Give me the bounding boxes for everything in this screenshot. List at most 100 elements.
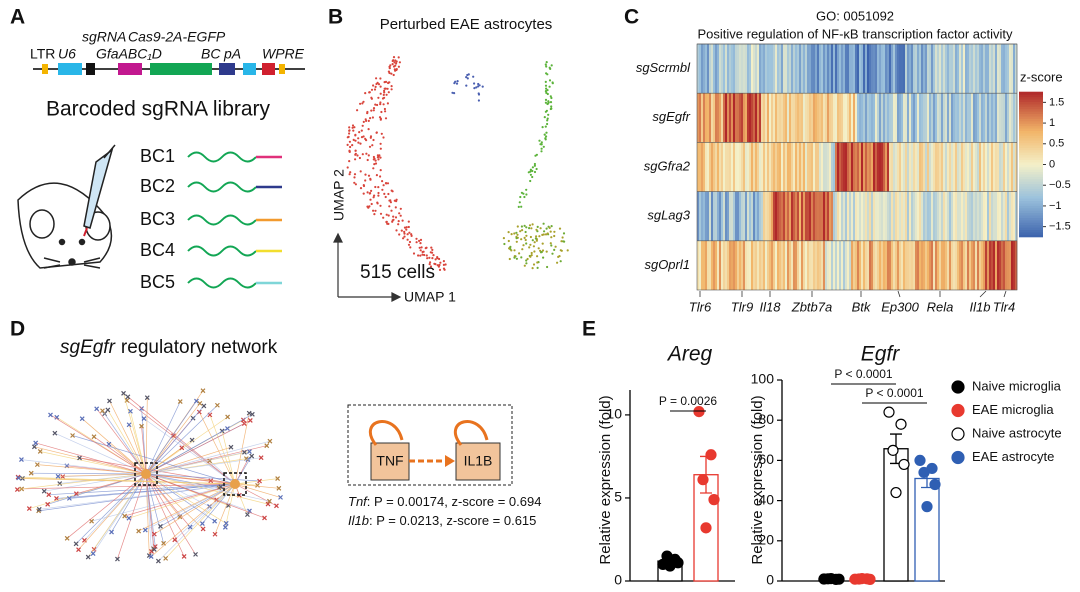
heatmap-cell (989, 44, 992, 94)
heatmap-cell (839, 93, 842, 143)
heatmap-cell (983, 44, 986, 94)
colorbar-step (1019, 94, 1043, 98)
cell-dot (384, 117, 388, 120)
gene-label: Tlr9 (731, 299, 753, 314)
heatmap-cell (955, 191, 958, 241)
heatmap-cell (849, 142, 852, 192)
network-node (16, 475, 22, 481)
cell-dot (529, 235, 533, 239)
cell-dot (354, 183, 357, 186)
heatmap-cell (761, 142, 764, 192)
heatmap-cell (763, 142, 766, 192)
cell-dot (438, 257, 441, 261)
cell-dot (352, 138, 355, 141)
network-edge (145, 473, 152, 552)
heatmap-cell (837, 142, 840, 192)
heatmap-cell (1007, 44, 1010, 94)
heatmap-cell (797, 240, 800, 290)
heatmap-cell (835, 191, 838, 241)
network-edge (145, 473, 265, 519)
cell-dot (365, 139, 368, 142)
heatmap-cell (739, 240, 742, 290)
heatmap-cell (709, 191, 712, 241)
cell-dot (542, 256, 545, 259)
colorbar-step (1019, 176, 1043, 180)
colorbar-step (1019, 123, 1043, 127)
heatmap-cell (869, 44, 872, 94)
cell-dot (383, 107, 386, 111)
heatmap-cell (851, 191, 854, 241)
heatmap-cell (735, 44, 738, 94)
cell-dot (535, 235, 538, 238)
cell-dot (348, 150, 351, 153)
gene-label: Zbtb7a (791, 299, 832, 314)
colorbar-step (1019, 234, 1043, 238)
heatmap-cell (803, 240, 806, 290)
colorbar-step (1019, 205, 1043, 209)
heatmap-cell (853, 191, 856, 241)
colorbar-step (1019, 161, 1043, 165)
heatmap-cell (975, 44, 978, 94)
cell-dot (380, 110, 383, 114)
network-node (85, 554, 91, 560)
cell-dot (379, 77, 382, 80)
node-label: IL1B (464, 453, 493, 469)
heatmap-cell (771, 44, 774, 94)
heatmap-cell (725, 44, 728, 94)
heatmap-cell (987, 240, 990, 290)
cell-dot (477, 85, 480, 88)
heatmap-cell (889, 44, 892, 94)
heatmap-cell (917, 191, 920, 241)
heatmap-cell (981, 44, 984, 94)
heatmap-cell (741, 93, 744, 143)
axis-label: UMAP 2 (331, 169, 347, 221)
heatmap-cell (787, 93, 790, 143)
colorbar-step (1019, 98, 1043, 102)
heatmap-cell (895, 191, 898, 241)
heatmap-cell (821, 240, 824, 290)
cell-dot (419, 238, 423, 241)
cell-dot (370, 202, 373, 206)
construct-label: Cas9-2A-EGFP (128, 29, 226, 45)
umap-axes (333, 232, 402, 302)
cell-dot (529, 255, 532, 258)
heatmap-cell (919, 142, 922, 192)
heatmap-cell (819, 142, 822, 192)
panel-title: Perturbed EAE astrocytes (380, 16, 553, 33)
colorbar-step (1019, 190, 1043, 194)
colorbar-step (1019, 159, 1043, 163)
heatmap-cell (1013, 142, 1016, 192)
heatmap-cell (697, 191, 700, 241)
cell-dot (377, 194, 380, 197)
heatmap-cell (709, 44, 712, 94)
heatmap-cell (991, 93, 994, 143)
colorbar-tick-label: 0.5 (1049, 138, 1064, 150)
heatmap-cell (747, 240, 750, 290)
data-point (929, 478, 941, 491)
colorbar-step (1019, 193, 1043, 197)
heatmap-cell (741, 240, 744, 290)
data-point (914, 454, 926, 466)
heatmap-cell (865, 191, 868, 241)
cell-dot (354, 139, 357, 142)
heatmap-cell (861, 44, 864, 94)
heatmap-cell (775, 93, 778, 143)
legend-marker (951, 380, 965, 394)
cell-dot (429, 265, 433, 268)
cell-dot (399, 207, 402, 210)
heatmap-cell (975, 93, 978, 143)
heatmap-cell (829, 240, 832, 290)
cell-dot (397, 220, 400, 223)
colorbar-step (1019, 171, 1043, 175)
heatmap-cell (767, 142, 770, 192)
cell-dot (398, 233, 401, 236)
heatmap-cell (917, 93, 920, 143)
network-edge (145, 397, 148, 475)
heatmap-cell (907, 142, 910, 192)
heatmap-cell (897, 240, 900, 290)
network-edge (145, 401, 181, 475)
network-edge (154, 483, 236, 535)
heatmap-cell (707, 44, 710, 94)
heatmap-cell (705, 44, 708, 94)
cell-dot (374, 85, 377, 88)
